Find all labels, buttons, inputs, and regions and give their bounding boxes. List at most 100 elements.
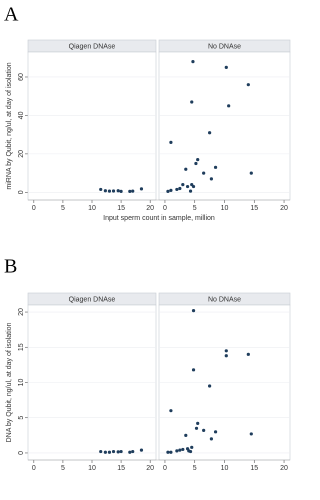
point (227, 104, 231, 108)
point (99, 187, 103, 192)
point (249, 171, 253, 175)
point (194, 426, 199, 430)
y-tick-label: 10 (18, 379, 25, 387)
x-tick-label: 5 (193, 465, 197, 472)
point (194, 161, 198, 166)
x-tick-label: 20 (280, 465, 288, 472)
x-tick-label: 0 (32, 465, 36, 472)
point (103, 189, 107, 193)
y-tick-label: 60 (18, 73, 25, 81)
y-tick-label: 20 (18, 308, 25, 316)
point (111, 449, 116, 454)
x-tick-label: 15 (250, 465, 258, 472)
point (191, 184, 196, 189)
x-tick-label: 15 (117, 465, 125, 472)
point (116, 189, 120, 193)
point (202, 171, 206, 175)
point (208, 384, 212, 388)
point (190, 445, 194, 449)
x-tick-label: 10 (221, 465, 229, 472)
point (208, 131, 212, 135)
x-tick-label: 15 (117, 205, 125, 212)
x-tick-label: 20 (280, 205, 288, 212)
x-tick-label: 5 (193, 205, 197, 212)
point (128, 450, 132, 454)
point (99, 449, 103, 454)
x-axis-label: Input sperm count in sample, million (103, 215, 215, 222)
point (103, 450, 107, 454)
facet-title: No DNAse (208, 43, 241, 50)
x-tick-label: 15 (250, 205, 258, 212)
y-tick-label: 0 (18, 451, 25, 455)
point (139, 187, 144, 191)
point (116, 450, 120, 454)
panel-letter: A (4, 4, 19, 26)
point (191, 309, 196, 313)
x-tick-label: 20 (146, 465, 154, 472)
x-tick-label: 0 (163, 465, 167, 472)
point (196, 158, 200, 162)
x-tick-label: 0 (163, 205, 167, 212)
y-tick-label: 15 (18, 343, 25, 351)
point (209, 437, 213, 441)
point (246, 83, 250, 87)
point (224, 354, 228, 358)
point (190, 100, 194, 104)
point (178, 186, 182, 191)
point (185, 184, 190, 189)
point (191, 60, 195, 64)
y-axis-label: miRNA by Qubit, ng/ul, at day of isolati… (6, 62, 13, 189)
x-tick-label: 5 (61, 205, 65, 212)
y-tick-label: 0 (18, 190, 25, 194)
point (131, 189, 135, 193)
point (107, 189, 112, 193)
point (246, 352, 250, 356)
point (181, 447, 185, 452)
point (202, 428, 206, 433)
y-tick-label: 40 (18, 111, 25, 119)
point (249, 432, 253, 436)
x-tick-label: 0 (32, 205, 36, 212)
y-tick-label: 20 (18, 150, 25, 158)
x-tick-label: 10 (221, 205, 229, 212)
x-tick-label: 5 (61, 465, 65, 472)
x-tick-label: 20 (146, 205, 154, 212)
y-axis-label: DNA by Qubit, ng/ul, at day of isolation (6, 322, 13, 442)
point (213, 430, 218, 434)
point (185, 447, 190, 451)
point (224, 349, 228, 353)
point (188, 449, 193, 454)
point (184, 433, 188, 437)
point (181, 183, 185, 187)
point (119, 189, 123, 193)
point (111, 189, 116, 193)
point (119, 449, 123, 454)
plot-area (27, 51, 157, 201)
point (175, 449, 179, 453)
panel-letter: B (4, 256, 17, 278)
y-tick-label: 5 (18, 416, 25, 420)
point (131, 449, 135, 454)
point (213, 165, 218, 169)
point (169, 140, 173, 144)
point (169, 450, 173, 454)
point (209, 177, 213, 181)
point (191, 368, 196, 372)
plot-area (158, 51, 291, 201)
point (139, 448, 144, 452)
point (128, 189, 132, 193)
point (107, 450, 112, 454)
point (175, 187, 179, 192)
x-tick-label: 10 (88, 205, 96, 212)
point (196, 421, 200, 425)
point (166, 450, 170, 454)
point (178, 448, 182, 452)
point (169, 188, 173, 192)
point (188, 189, 193, 193)
point (224, 65, 228, 69)
x-tick-label: 10 (88, 465, 96, 472)
point (169, 409, 173, 413)
point (166, 189, 170, 193)
point (184, 167, 188, 171)
